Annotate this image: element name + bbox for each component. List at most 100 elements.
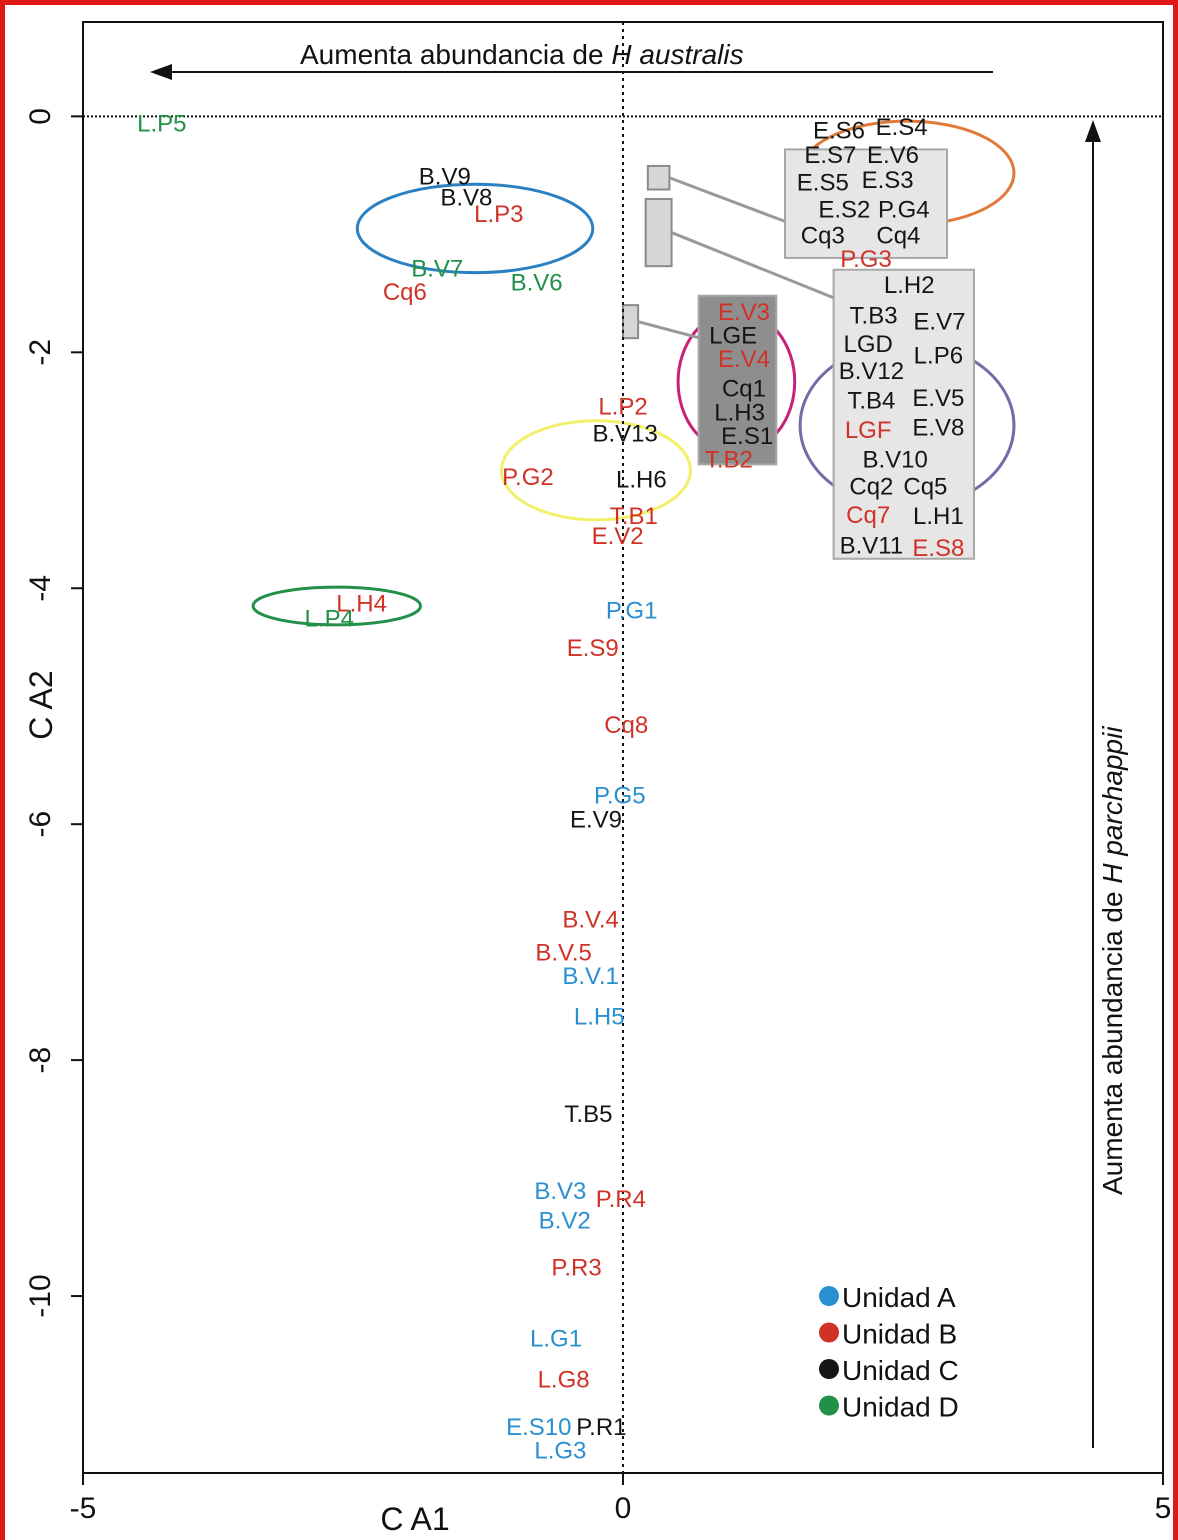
sample-label: L.G1	[530, 1325, 582, 1352]
y-tick-label: -10	[24, 1274, 57, 1317]
legend-label: Unidad A	[842, 1282, 956, 1313]
cluster-sample-label: LGE	[709, 323, 757, 350]
sample-label: T.B5	[564, 1101, 612, 1128]
x-tick-label: -5	[70, 1492, 97, 1525]
y-tick-label: -6	[24, 811, 57, 838]
cluster-sample-label: LGD	[843, 331, 892, 358]
x-axis-title: C A1	[380, 1501, 449, 1537]
magenta-cluster-box	[697, 294, 778, 466]
cluster-sample-label: T.B4	[847, 387, 895, 414]
purple-mini-box	[644, 197, 673, 268]
legend-label: Unidad C	[842, 1355, 959, 1386]
sample-label: B.V.5	[535, 940, 592, 967]
sample-label: P.R3	[551, 1255, 601, 1282]
sample-label: L.H5	[574, 1003, 625, 1030]
cluster-sample-label: E.S8	[912, 535, 964, 562]
top-arrow-head	[150, 64, 172, 80]
sample-label: B.V.4	[562, 907, 619, 934]
annotations: Aumenta abundancia de H australisAumenta…	[150, 39, 1128, 1448]
purple-connector-line	[671, 231, 835, 300]
cluster-sample-label: E.V5	[912, 385, 964, 412]
cluster-sample-label: E.S4	[876, 114, 928, 141]
orange-cluster-box	[784, 148, 948, 259]
sample-label: E.S9	[567, 635, 619, 662]
cluster-sample-label: B.V11	[840, 533, 904, 560]
sample-label: P.G2	[502, 464, 554, 491]
yellow-ellipse	[500, 419, 692, 522]
cluster-boxes	[622, 148, 975, 560]
y-tick-label: -2	[24, 339, 57, 366]
cluster-sample-label: E.S6	[813, 117, 865, 144]
sample-label: Cq6	[383, 279, 427, 306]
sample-label: L.G8	[538, 1367, 590, 1394]
sample-label: L.H6	[616, 467, 667, 494]
y-tick-label: -4	[24, 575, 57, 602]
cluster-sample-label: Cq7	[846, 502, 890, 529]
sample-label: Cq8	[604, 712, 648, 739]
cluster-sample-label: Cq1	[722, 376, 766, 403]
legend-swatch	[819, 1286, 839, 1306]
cluster-sample-label: E.S2	[818, 196, 870, 223]
sample-label: B.V2	[539, 1207, 591, 1234]
sample-label: B.V.1	[562, 963, 619, 990]
top-arrow-label: Aumenta abundancia de H australis	[300, 39, 744, 70]
cluster-sample-label: L.P6	[914, 343, 963, 370]
sample-label: P.R1	[576, 1414, 626, 1441]
orange-connector-line	[668, 176, 786, 223]
cluster-sample-label: E.S1	[721, 423, 773, 450]
sample-label: E.V9	[570, 806, 622, 833]
cluster-sample-label: L.H1	[913, 503, 964, 530]
cluster-sample-label: P.G3	[840, 246, 892, 273]
sample-label: T.B1	[610, 503, 658, 530]
sample-label: B.V13	[592, 421, 657, 448]
green-ellipse	[251, 585, 422, 627]
blue-ellipse	[355, 182, 595, 275]
right-arrow-label-prefix: Aumenta abundancia de	[1097, 884, 1128, 1195]
y-axis-title: C A2	[23, 670, 59, 739]
cluster-sample-label: Cq5	[903, 474, 947, 501]
sample-label: P.R4	[596, 1186, 646, 1213]
purple-cluster-box	[832, 268, 975, 560]
legend-label: Unidad D	[842, 1392, 959, 1423]
right-arrow-head	[1085, 120, 1101, 142]
sample-label: L.G3	[534, 1437, 586, 1464]
sample-label: E.S10	[506, 1414, 571, 1441]
cluster-sample-label: Cq4	[876, 222, 920, 249]
cluster-sample-label: E.S5	[797, 169, 849, 196]
cluster-sample-label: E.V7	[913, 308, 965, 335]
sample-label: L.P2	[598, 393, 647, 420]
magenta-connector-line	[637, 320, 699, 340]
sample-label: L.H4	[336, 590, 387, 617]
legend-swatch	[819, 1322, 839, 1343]
sample-label: E.V2	[592, 523, 644, 550]
right-arrow-label: Aumenta abundancia de H parchappii	[1097, 726, 1128, 1195]
cluster-sample-label: T.B3	[850, 303, 898, 330]
sample-label: L.P3	[474, 201, 523, 228]
cluster-sample-label: LGF	[845, 417, 892, 444]
legend-swatch	[819, 1359, 839, 1379]
orange-mini-box	[646, 164, 671, 191]
sample-label: B.V9	[419, 163, 471, 190]
sample-label: B.V8	[440, 185, 492, 212]
cluster-sample-label: L.H3	[714, 399, 765, 426]
right-arrow-label-species: H parchappii	[1097, 726, 1128, 884]
cluster-sample-label: E.V6	[867, 142, 919, 169]
x-tick-label: 5	[1155, 1492, 1172, 1525]
cluster-sample-label: E.S3	[862, 167, 914, 194]
y-tick-label: 0	[24, 108, 57, 125]
cluster-sample-label: L.H2	[884, 272, 935, 299]
cluster-sample-label: E.S7	[804, 142, 856, 169]
axes: -5 0 5 0 -2 -4 -6 -8 -10 C A1 C A2	[23, 21, 1172, 1537]
sample-label: P.G1	[606, 597, 658, 624]
cluster-sample-label: E.V4	[718, 346, 770, 373]
cluster-sample-label: P.G4	[878, 196, 930, 223]
sample-label: B.V3	[534, 1178, 586, 1205]
top-arrow-label-species: H australis	[611, 39, 743, 70]
legend-swatch	[819, 1395, 839, 1416]
sample-label: L.P5	[137, 110, 186, 137]
cluster-sample-label: Cq3	[801, 222, 845, 249]
cluster-sample-label: Cq2	[849, 474, 893, 501]
